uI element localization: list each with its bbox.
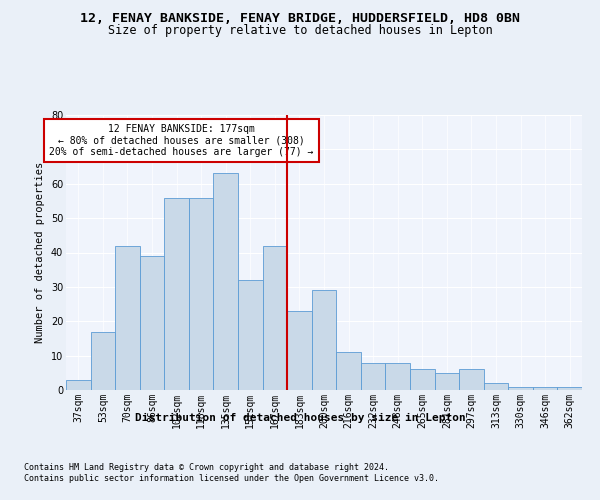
Bar <box>91 332 115 390</box>
Bar <box>361 362 385 390</box>
Text: 12, FENAY BANKSIDE, FENAY BRIDGE, HUDDERSFIELD, HD8 0BN: 12, FENAY BANKSIDE, FENAY BRIDGE, HUDDER… <box>80 12 520 26</box>
Bar <box>434 373 459 390</box>
Bar <box>336 352 361 390</box>
Bar <box>484 383 508 390</box>
Text: Size of property relative to detached houses in Lepton: Size of property relative to detached ho… <box>107 24 493 37</box>
Bar <box>287 311 312 390</box>
Bar <box>410 370 434 390</box>
Text: Contains HM Land Registry data © Crown copyright and database right 2024.: Contains HM Land Registry data © Crown c… <box>24 462 389 471</box>
Bar <box>164 198 189 390</box>
Bar <box>557 386 582 390</box>
Y-axis label: Number of detached properties: Number of detached properties <box>35 162 45 343</box>
Bar <box>238 280 263 390</box>
Text: 12 FENAY BANKSIDE: 177sqm
← 80% of detached houses are smaller (308)
20% of semi: 12 FENAY BANKSIDE: 177sqm ← 80% of detac… <box>49 124 314 157</box>
Text: Distribution of detached houses by size in Lepton: Distribution of detached houses by size … <box>134 412 466 422</box>
Bar <box>533 386 557 390</box>
Text: Contains public sector information licensed under the Open Government Licence v3: Contains public sector information licen… <box>24 474 439 483</box>
Bar <box>140 256 164 390</box>
Bar <box>263 246 287 390</box>
Bar <box>459 370 484 390</box>
Bar <box>115 246 140 390</box>
Bar <box>214 174 238 390</box>
Bar <box>385 362 410 390</box>
Bar <box>66 380 91 390</box>
Bar <box>508 386 533 390</box>
Bar <box>312 290 336 390</box>
Bar <box>189 198 214 390</box>
